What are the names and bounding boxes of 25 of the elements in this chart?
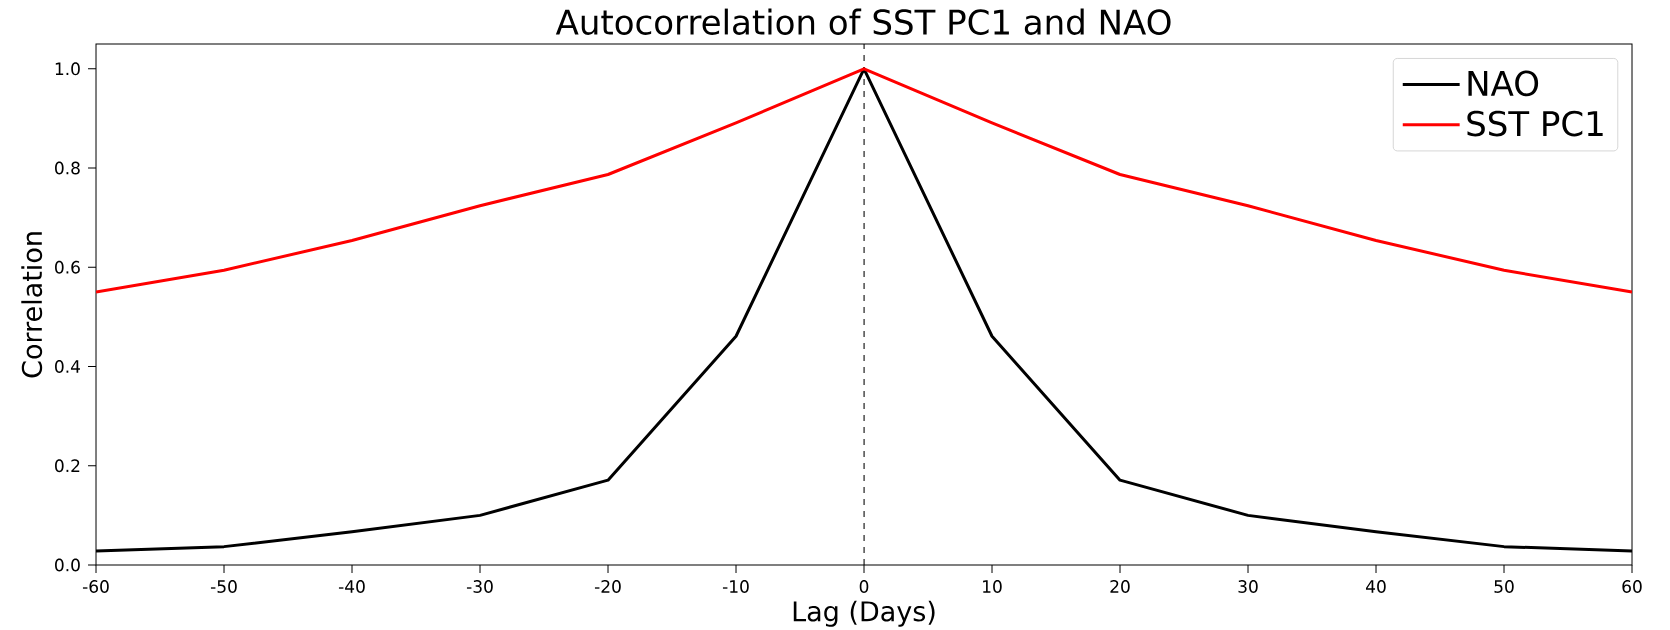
y-tick-label: 0.4 <box>55 360 80 373</box>
x-tick-label: 0 <box>859 580 869 593</box>
x-tick-label: -40 <box>338 580 365 593</box>
y-tick-label: 0.0 <box>55 558 80 572</box>
x-tick-label: 50 <box>1494 580 1514 593</box>
legend-label: SST PC1 <box>1467 110 1603 137</box>
y-tick-label: 0.8 <box>55 161 80 175</box>
x-axis-title: Lag (Days) <box>793 600 935 627</box>
y-tick-label: 0.6 <box>55 260 80 274</box>
x-tick-label: 20 <box>1110 580 1130 593</box>
x-tick-label: 40 <box>1366 580 1386 593</box>
line-series <box>96 67 1633 294</box>
x-tick-label: 10 <box>983 580 1002 593</box>
legend-label: NAO <box>1468 70 1539 97</box>
x-tick-label: -30 <box>466 580 493 593</box>
chart-title: Autocorrelation of SST PC1 and NAO <box>555 8 1171 35</box>
y-tick-label: 0.2 <box>55 459 80 473</box>
y-axis-title: Correlation <box>21 232 43 378</box>
x-tick-label: -50 <box>210 580 237 593</box>
x-tick-label: -20 <box>594 580 621 593</box>
x-tick-label: -10 <box>722 580 749 593</box>
x-tick-label: 60 <box>1622 580 1642 593</box>
x-tick-label: 30 <box>1238 580 1258 593</box>
y-tick-label: 1.0 <box>55 62 80 76</box>
x-tick-label: -60 <box>82 580 109 593</box>
